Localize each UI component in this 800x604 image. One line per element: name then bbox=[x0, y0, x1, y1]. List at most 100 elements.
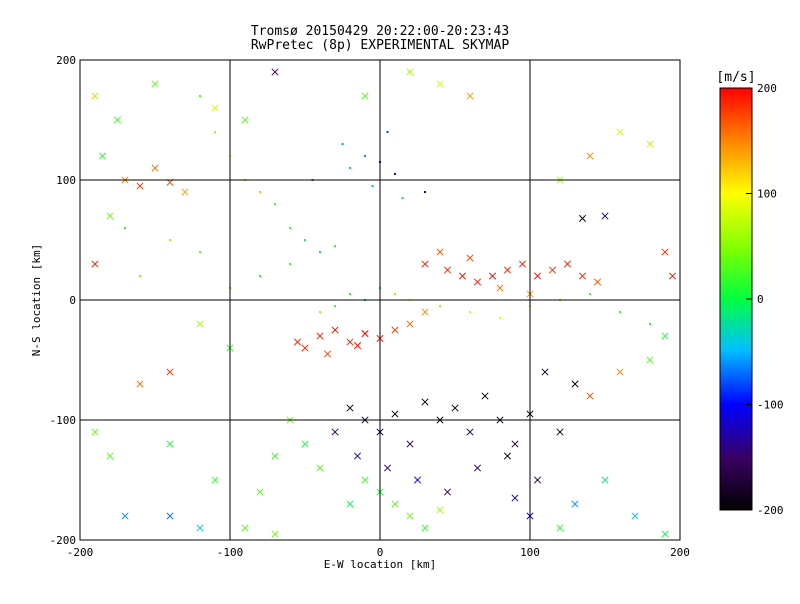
data-point-cross bbox=[271, 452, 279, 460]
y-axis-ticks: -200 -100 0 100 200 bbox=[50, 54, 680, 547]
data-point-cross bbox=[616, 128, 624, 136]
data-point-cross bbox=[91, 92, 99, 100]
data-point-cross bbox=[481, 392, 489, 400]
data-point-cross bbox=[511, 494, 519, 502]
colorbar-tick-label: 0 bbox=[757, 293, 764, 306]
data-point-dot bbox=[259, 191, 261, 193]
x-tick-label: 0 bbox=[377, 546, 384, 559]
data-point-cross bbox=[316, 464, 324, 472]
data-point-dot bbox=[124, 227, 126, 229]
data-point-cross bbox=[353, 342, 362, 350]
x-tick-label: 200 bbox=[670, 546, 690, 559]
y-tick-label: -200 bbox=[50, 534, 77, 547]
y-tick-label: 200 bbox=[56, 54, 76, 67]
data-point-cross bbox=[353, 452, 362, 460]
data-point-cross bbox=[106, 212, 114, 220]
data-point-cross bbox=[503, 266, 512, 274]
data-point-cross bbox=[563, 260, 572, 268]
data-point-dot bbox=[371, 185, 374, 187]
data-point-cross bbox=[406, 320, 414, 328]
data-point-dot bbox=[424, 191, 426, 193]
data-point-dot bbox=[289, 227, 291, 229]
data-point-dot bbox=[304, 239, 306, 241]
data-point-cross bbox=[421, 398, 429, 406]
x-axis-label: E-W location [km] bbox=[324, 558, 437, 571]
data-point-cross bbox=[241, 524, 249, 532]
data-point-cross bbox=[436, 506, 444, 514]
data-point-cross bbox=[473, 464, 482, 472]
data-point-cross bbox=[211, 104, 219, 112]
data-point-cross bbox=[361, 330, 369, 338]
data-point-cross bbox=[151, 80, 159, 88]
grid-lines bbox=[80, 60, 680, 540]
data-point-dot bbox=[439, 305, 441, 307]
colorbar-label: [m/s] bbox=[716, 70, 755, 85]
data-point-cross bbox=[511, 440, 519, 448]
data-point-dot bbox=[214, 131, 216, 133]
data-point-cross bbox=[256, 488, 264, 496]
colorbar-ticks: -200 -100 0 100 200 bbox=[746, 82, 784, 517]
data-point-cross bbox=[646, 356, 654, 364]
data-point-cross bbox=[578, 214, 587, 222]
data-point-cross bbox=[271, 68, 279, 76]
data-point-cross bbox=[541, 368, 549, 376]
data-point-cross bbox=[443, 266, 452, 274]
data-point-cross bbox=[631, 512, 639, 520]
data-point-cross bbox=[436, 80, 444, 88]
data-point-cross bbox=[391, 410, 399, 418]
data-point-cross bbox=[136, 380, 144, 388]
colorbar-tick-label: -100 bbox=[757, 399, 784, 412]
data-point-dot bbox=[394, 173, 396, 175]
data-point-cross bbox=[323, 350, 332, 358]
data-point-cross bbox=[98, 152, 107, 160]
data-point-dot bbox=[589, 293, 591, 295]
data-point-cross bbox=[91, 428, 99, 436]
x-tick-label: -200 bbox=[67, 546, 94, 559]
data-point-cross bbox=[406, 68, 414, 76]
data-point-cross bbox=[451, 404, 459, 412]
colorbar-tick-label: -200 bbox=[757, 504, 784, 517]
y-tick-label: 100 bbox=[56, 174, 76, 187]
data-point-cross bbox=[406, 440, 414, 448]
data-point-cross bbox=[391, 326, 399, 334]
data-point-cross bbox=[421, 260, 429, 268]
data-point-cross bbox=[196, 524, 204, 532]
data-point-cross bbox=[361, 92, 369, 100]
data-point-dot bbox=[139, 275, 141, 277]
data-point-cross bbox=[121, 512, 129, 520]
data-point-cross bbox=[443, 488, 452, 496]
data-point-dot bbox=[319, 311, 321, 313]
data-point-cross bbox=[316, 332, 324, 340]
data-point-cross bbox=[331, 428, 339, 436]
data-point-cross bbox=[496, 284, 504, 292]
data-point-cross bbox=[646, 140, 654, 148]
data-point-cross bbox=[661, 332, 669, 340]
data-point-cross bbox=[413, 476, 422, 484]
data-point-dot bbox=[169, 239, 171, 241]
data-point-cross bbox=[421, 308, 429, 316]
data-point-cross bbox=[556, 524, 564, 532]
data-point-dot bbox=[199, 95, 201, 97]
data-point-cross bbox=[346, 404, 354, 412]
data-point-cross bbox=[166, 512, 174, 520]
data-point-cross bbox=[466, 92, 474, 100]
data-point-cross bbox=[458, 272, 467, 280]
data-point-cross bbox=[518, 260, 527, 268]
data-point-cross bbox=[331, 326, 339, 334]
colorbar-tick-label: 100 bbox=[757, 188, 777, 201]
data-point-dot bbox=[289, 263, 291, 265]
data-point-cross bbox=[593, 278, 602, 286]
chart-subtitle: RwPretec (8p) EXPERIMENTAL SKYMAP bbox=[251, 38, 509, 53]
data-point-dot bbox=[349, 167, 351, 169]
data-point-cross bbox=[211, 476, 219, 484]
data-point-cross bbox=[391, 500, 399, 508]
data-point-cross bbox=[406, 512, 414, 520]
y-tick-label: 0 bbox=[69, 294, 76, 307]
data-point-cross bbox=[533, 476, 542, 484]
data-point-dot bbox=[199, 251, 201, 253]
data-point-cross bbox=[421, 524, 429, 532]
data-point-cross bbox=[668, 272, 677, 280]
data-point-cross bbox=[601, 212, 609, 220]
data-point-dot bbox=[469, 311, 471, 313]
data-point-cross bbox=[466, 428, 474, 436]
